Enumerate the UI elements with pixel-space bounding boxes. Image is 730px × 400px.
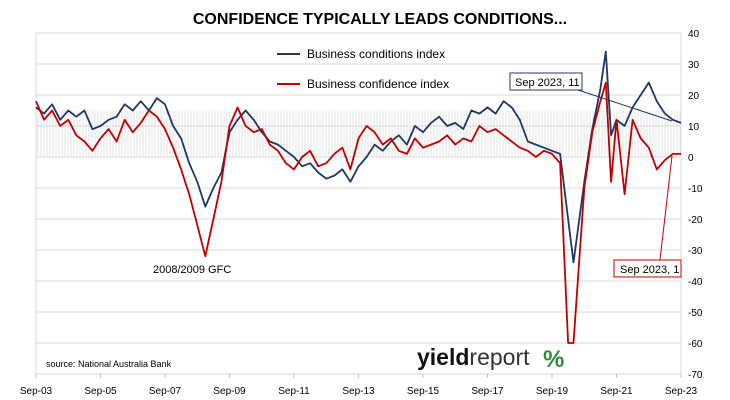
legend-label-confidence: Business confidence index (307, 77, 449, 91)
x-tick-label: Sep-11 (278, 386, 310, 397)
x-tick-label: Sep-15 (407, 386, 440, 397)
y-tick-label: 30 (688, 60, 700, 71)
y-tick-label: -40 (688, 277, 703, 288)
x-tick-label: Sep-17 (471, 386, 504, 397)
logo-word-report: report (469, 344, 530, 370)
series-layer (35, 50, 682, 344)
annotation-gfc: 2008/2009 GFC (153, 264, 231, 276)
y-axis-labels: 40 30 20 10 0 -10 -20 -30 -40 -50 -60 -70 (688, 29, 703, 381)
y-tick-label: 40 (688, 29, 700, 40)
logo-word-yield: yield (417, 344, 469, 370)
series-line-conditions (35, 50, 682, 264)
grid-lines (36, 32, 681, 375)
x-tick-label: Sep-05 (84, 386, 117, 397)
legend-label-conditions: Business conditions index (307, 47, 445, 61)
series-line-confidence (35, 81, 681, 344)
y-tick-label: -50 (688, 308, 703, 319)
callout-box-confidence (613, 259, 682, 278)
x-tick-label: Sep-19 (536, 386, 569, 397)
y-tick-label: -30 (688, 246, 703, 257)
y-tick-label: 0 (688, 153, 694, 164)
y-tick-label: -20 (688, 215, 703, 226)
x-axis-labels: Sep-03 Sep-05 Sep-07 Sep-09 Sep-11 Sep-13 Sep-… (20, 374, 698, 397)
callout-box-conditions (509, 72, 583, 91)
hatch-band (37, 110, 681, 157)
logo-percent-icon: % (543, 346, 564, 373)
chart-title: CONFIDENCE TYPICALLY LEADS CONDITIONS... (193, 11, 567, 28)
yieldreport-logo: yieldreport % (417, 344, 564, 373)
x-tick-label: Sep-23 (665, 386, 698, 397)
callout-label-conditions: Sep 2023, 11 (515, 77, 580, 89)
y-tick-label: -10 (688, 184, 703, 195)
callout-line-conditions (577, 89, 673, 122)
x-tick-label: Sep-09 (213, 386, 246, 397)
callout-label-confidence: Sep 2023, 1 (620, 264, 679, 276)
legend: Business conditions index Business confi… (277, 47, 449, 91)
x-tick-label: Sep-21 (600, 386, 633, 397)
y-tick-label: 10 (688, 122, 700, 133)
y-tick-label: -60 (688, 339, 703, 350)
x-tick-label: Sep-07 (149, 386, 182, 397)
callout-line-confidence (659, 155, 673, 261)
svg-text:yieldreport: yieldreport (417, 344, 530, 370)
y-tick-label: -70 (688, 370, 703, 381)
x-tick-label: Sep-13 (342, 386, 375, 397)
source-note: source: National Australia Bank (46, 359, 172, 369)
y-tick-label: 20 (688, 91, 700, 102)
x-tick-label: Sep-03 (20, 386, 53, 397)
